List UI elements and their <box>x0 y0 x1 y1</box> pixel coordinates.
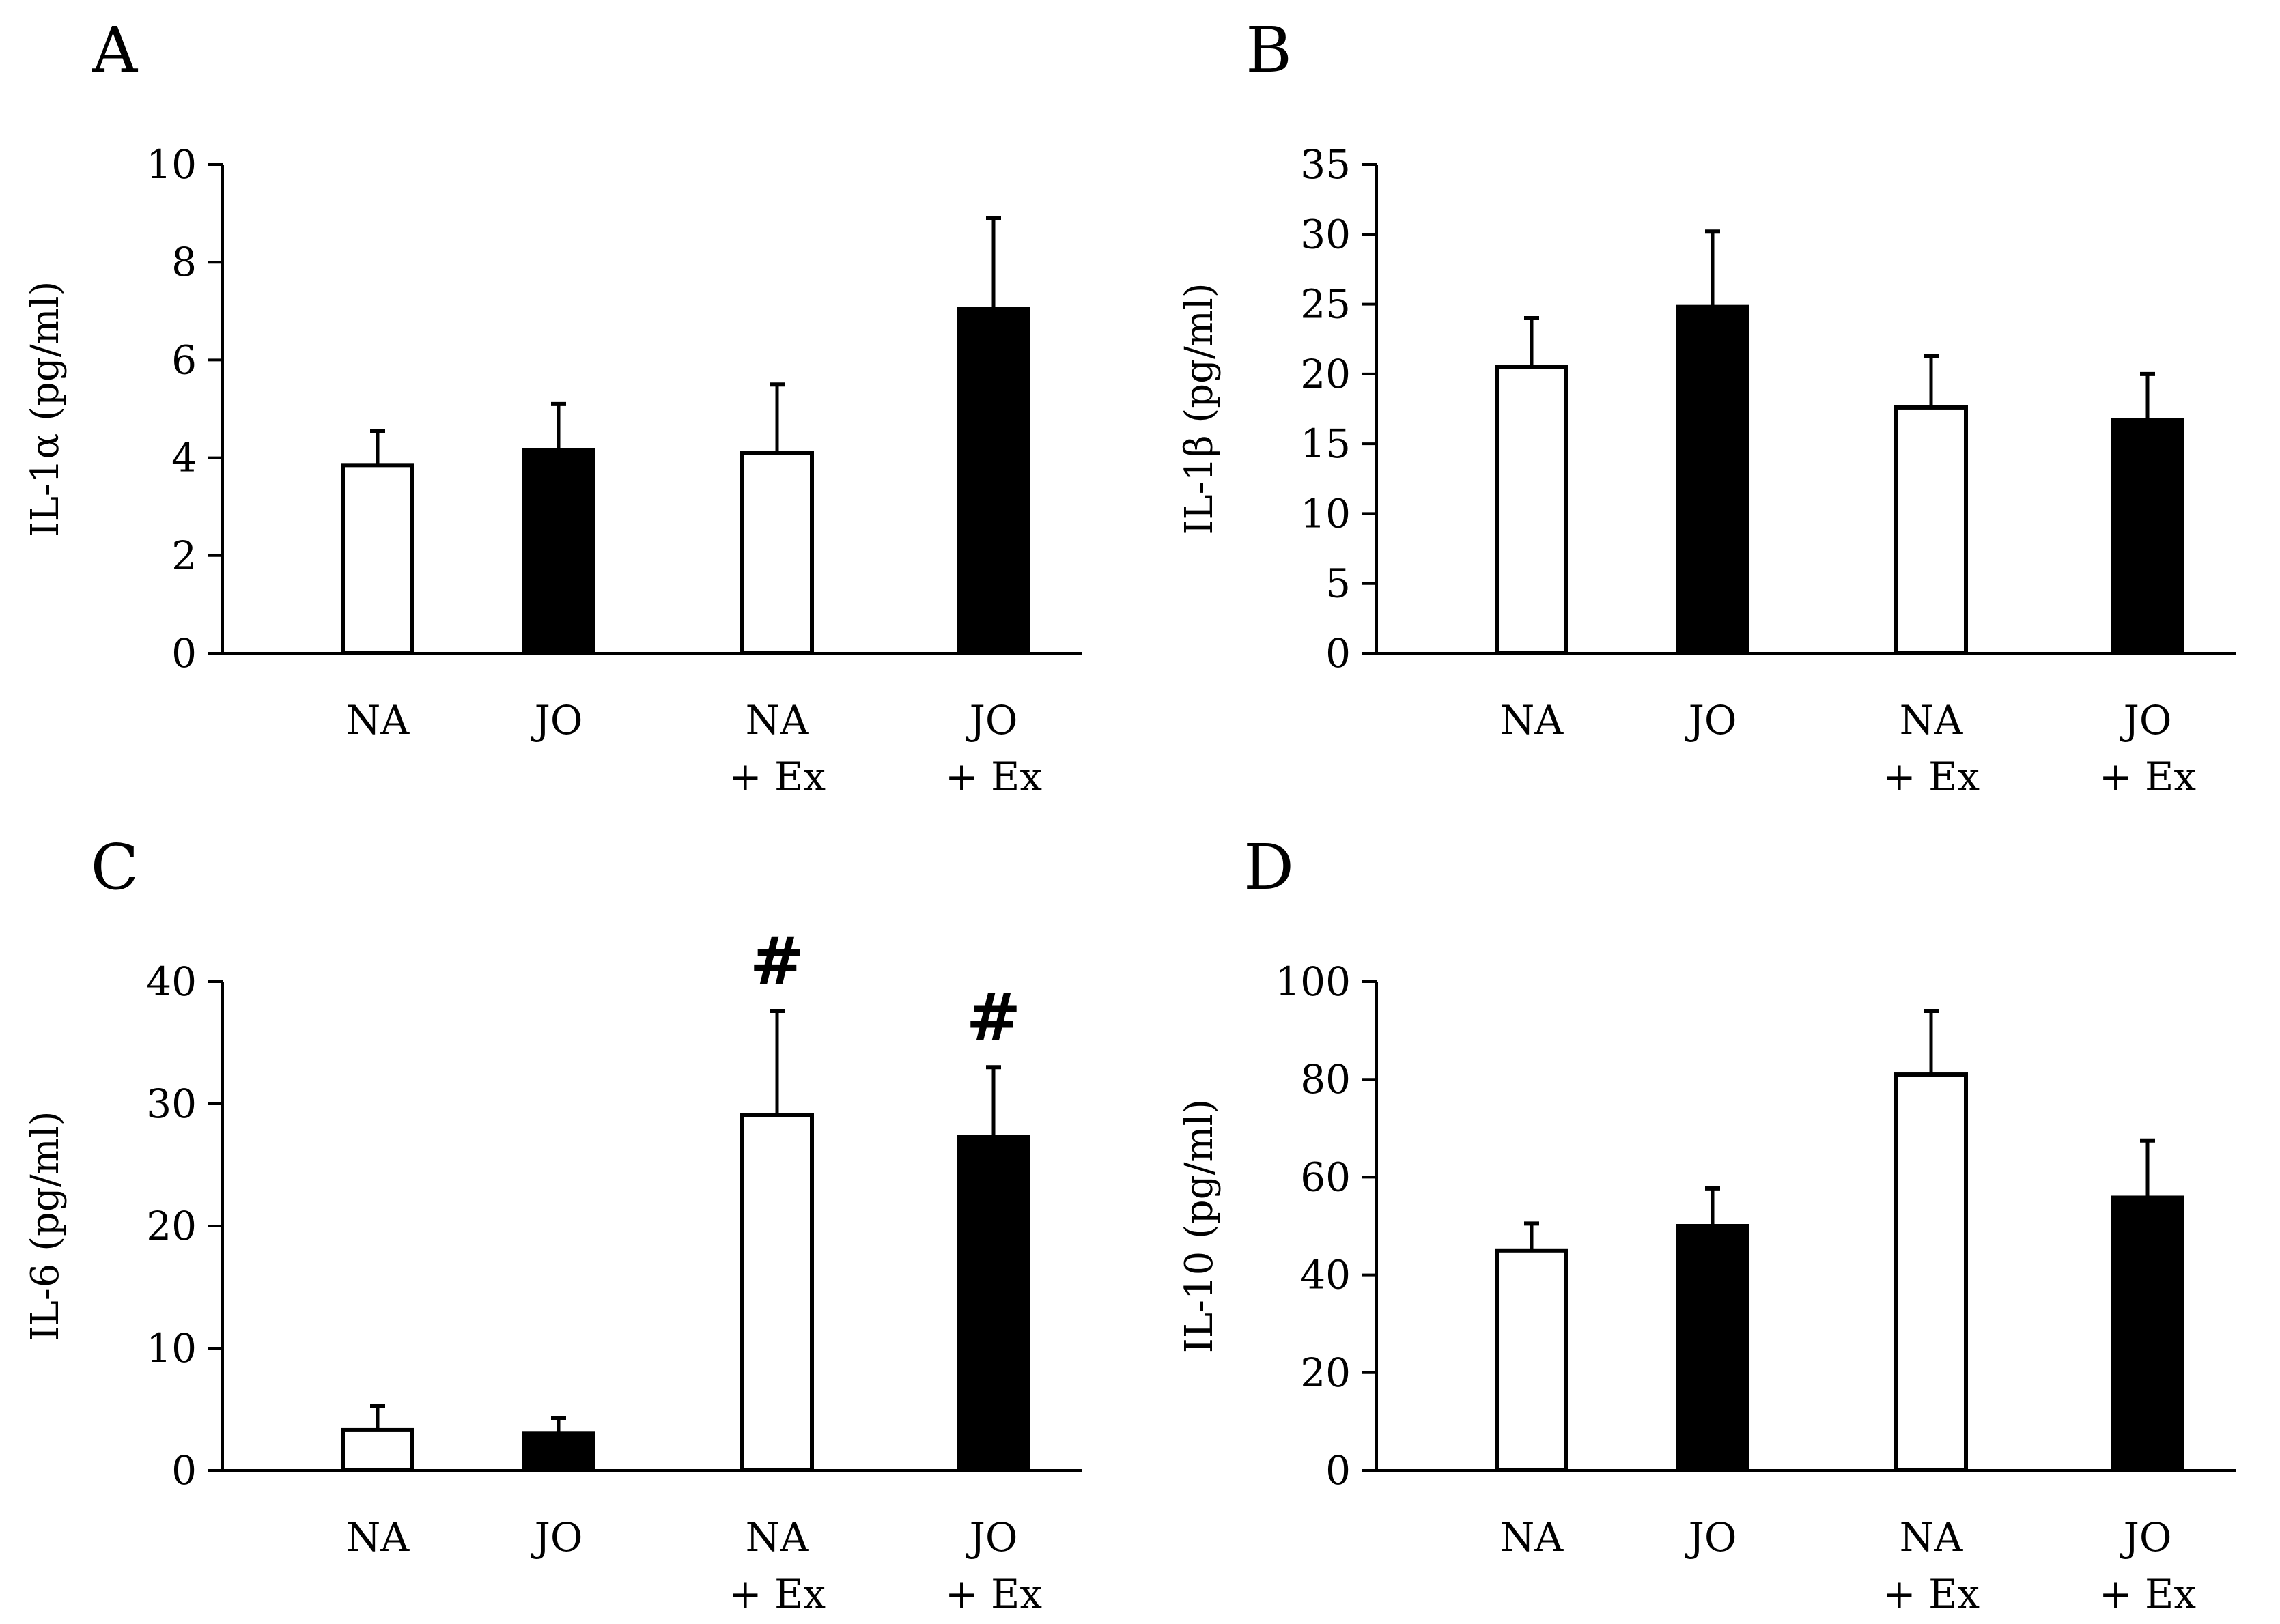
y-tick-label: 100 <box>1275 958 1351 1005</box>
bar-na <box>740 451 814 655</box>
y-tick-label: 10 <box>146 1325 197 1371</box>
y-tick-label: 0 <box>171 1447 197 1494</box>
x-category-label: NA <box>746 697 810 743</box>
x-category-sublabel: + Ex <box>729 1571 826 1617</box>
x-category-label: JO <box>966 1514 1018 1561</box>
chart-panel-b: B IL-1β (pg/ml) 0 5 10 15 20 25 30 35 NA JO NA + Ex JO… <box>1177 14 2236 800</box>
y-tick-label: 20 <box>1300 1350 1351 1396</box>
y-axis-title: IL-6 (pg/ml) <box>23 1111 68 1341</box>
chart-panel-c: C IL-6 (pg/ml) 0 10 20 30 40 NA JO # NA + Ex # JO + Ex <box>23 831 1082 1617</box>
y-tick-label: 6 <box>171 337 197 383</box>
chart-panel-d: D IL-10 (pg/ml) 0 20 40 60 80 100 NA JO NA + Ex JO + … <box>1177 831 2236 1617</box>
y-axis-title-group: IL-6 (pg/ml) <box>23 1111 68 1341</box>
y-tick-label: 2 <box>171 532 197 579</box>
x-category-label: JO <box>1685 1514 1737 1561</box>
x-category-label: JO <box>1685 697 1737 743</box>
y-tick-label: 25 <box>1300 281 1351 328</box>
y-tick-label: 15 <box>1300 421 1351 467</box>
panel-letter: A <box>92 14 139 87</box>
bar-jo <box>2111 1195 2184 1472</box>
significance-marker: # <box>966 978 1021 1055</box>
x-category-sublabel: + Ex <box>2099 1571 2196 1617</box>
significance-marker: # <box>750 922 804 999</box>
x-category-sublabel: + Ex <box>1883 1571 1980 1617</box>
panel-letter: C <box>91 831 139 904</box>
x-category-sublabel: + Ex <box>729 754 826 800</box>
bar-na <box>740 1113 814 1472</box>
x-category-label: JO <box>2120 1514 2172 1561</box>
x-category-sublabel: + Ex <box>945 754 1042 800</box>
bar-na <box>1495 1248 1568 1472</box>
x-category-label: JO <box>531 697 583 743</box>
y-tick-label: 30 <box>146 1081 197 1127</box>
y-axis-title-group: IL-1α (pg/ml) <box>23 281 68 537</box>
x-category-label: NA <box>346 697 410 743</box>
x-category-label: NA <box>1500 697 1564 743</box>
y-tick-label: 0 <box>1325 1447 1351 1494</box>
y-tick-label: 20 <box>146 1203 197 1249</box>
y-tick-label: 0 <box>171 630 197 676</box>
bar-jo <box>2111 418 2184 655</box>
y-tick-label: 35 <box>1300 141 1351 188</box>
y-axis-title-group: IL-1β (pg/ml) <box>1177 283 1222 535</box>
x-category-label: NA <box>346 1514 410 1561</box>
x-category-label: NA <box>1500 1514 1564 1561</box>
y-tick-label: 20 <box>1300 351 1351 397</box>
bar-jo <box>522 1431 595 1472</box>
y-tick-label: 5 <box>1325 560 1351 607</box>
bar-jo <box>957 1135 1030 1472</box>
y-axis-title: IL-1β (pg/ml) <box>1177 283 1222 535</box>
bar-jo <box>522 448 595 655</box>
bar-jo <box>1676 304 1749 655</box>
x-category-label: JO <box>2120 697 2172 743</box>
y-tick-label: 40 <box>146 958 197 1005</box>
x-category-sublabel: + Ex <box>945 1571 1042 1617</box>
x-category-label: NA <box>1900 1514 1964 1561</box>
chart-panel-a: A IL-1α (pg/ml) 0 2 4 6 8 10 NA JO NA + Ex JO + Ex <box>23 14 1082 800</box>
y-tick-label: 80 <box>1300 1056 1351 1102</box>
x-category-sublabel: + Ex <box>1883 754 1980 800</box>
y-axis-title: IL-1α (pg/ml) <box>23 281 68 537</box>
y-tick-label: 60 <box>1300 1154 1351 1200</box>
y-tick-label: 0 <box>1325 630 1351 676</box>
x-category-label: JO <box>966 697 1018 743</box>
y-tick-label: 10 <box>146 141 197 188</box>
panel-letter: B <box>1245 14 1292 87</box>
bar-na <box>1894 405 1968 655</box>
panel-letter: D <box>1243 831 1294 904</box>
bar-na <box>341 1427 414 1472</box>
x-category-label: JO <box>531 1514 583 1561</box>
y-tick-label: 30 <box>1300 211 1351 257</box>
bar-na <box>341 463 414 656</box>
y-axis-title: IL-10 (pg/ml) <box>1177 1099 1222 1354</box>
y-tick-label: 4 <box>171 435 197 481</box>
y-axis-title-group: IL-10 (pg/ml) <box>1177 1099 1222 1354</box>
y-tick-label: 40 <box>1300 1252 1351 1298</box>
bar-jo <box>1676 1224 1749 1472</box>
bar-jo <box>957 307 1030 655</box>
x-category-sublabel: + Ex <box>2099 754 2196 800</box>
bar-na <box>1495 365 1568 656</box>
y-tick-label: 8 <box>171 239 197 285</box>
x-category-label: NA <box>746 1514 810 1561</box>
x-category-label: NA <box>1900 697 1964 743</box>
bar-na <box>1894 1072 1968 1473</box>
y-tick-label: 10 <box>1300 490 1351 537</box>
